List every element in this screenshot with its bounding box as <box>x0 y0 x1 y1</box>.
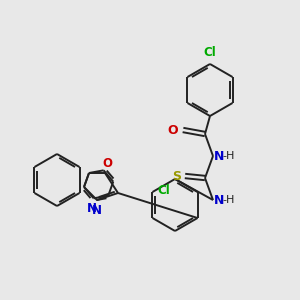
Text: -H: -H <box>222 195 234 205</box>
Text: N: N <box>214 194 224 206</box>
Text: N: N <box>92 204 102 217</box>
Text: O: O <box>102 157 112 170</box>
Text: N: N <box>87 202 97 215</box>
Text: Cl: Cl <box>158 184 170 196</box>
Text: Cl: Cl <box>204 46 216 59</box>
Text: -H: -H <box>222 151 234 161</box>
Text: O: O <box>167 124 178 136</box>
Text: N: N <box>214 149 224 163</box>
Text: S: S <box>172 169 181 182</box>
